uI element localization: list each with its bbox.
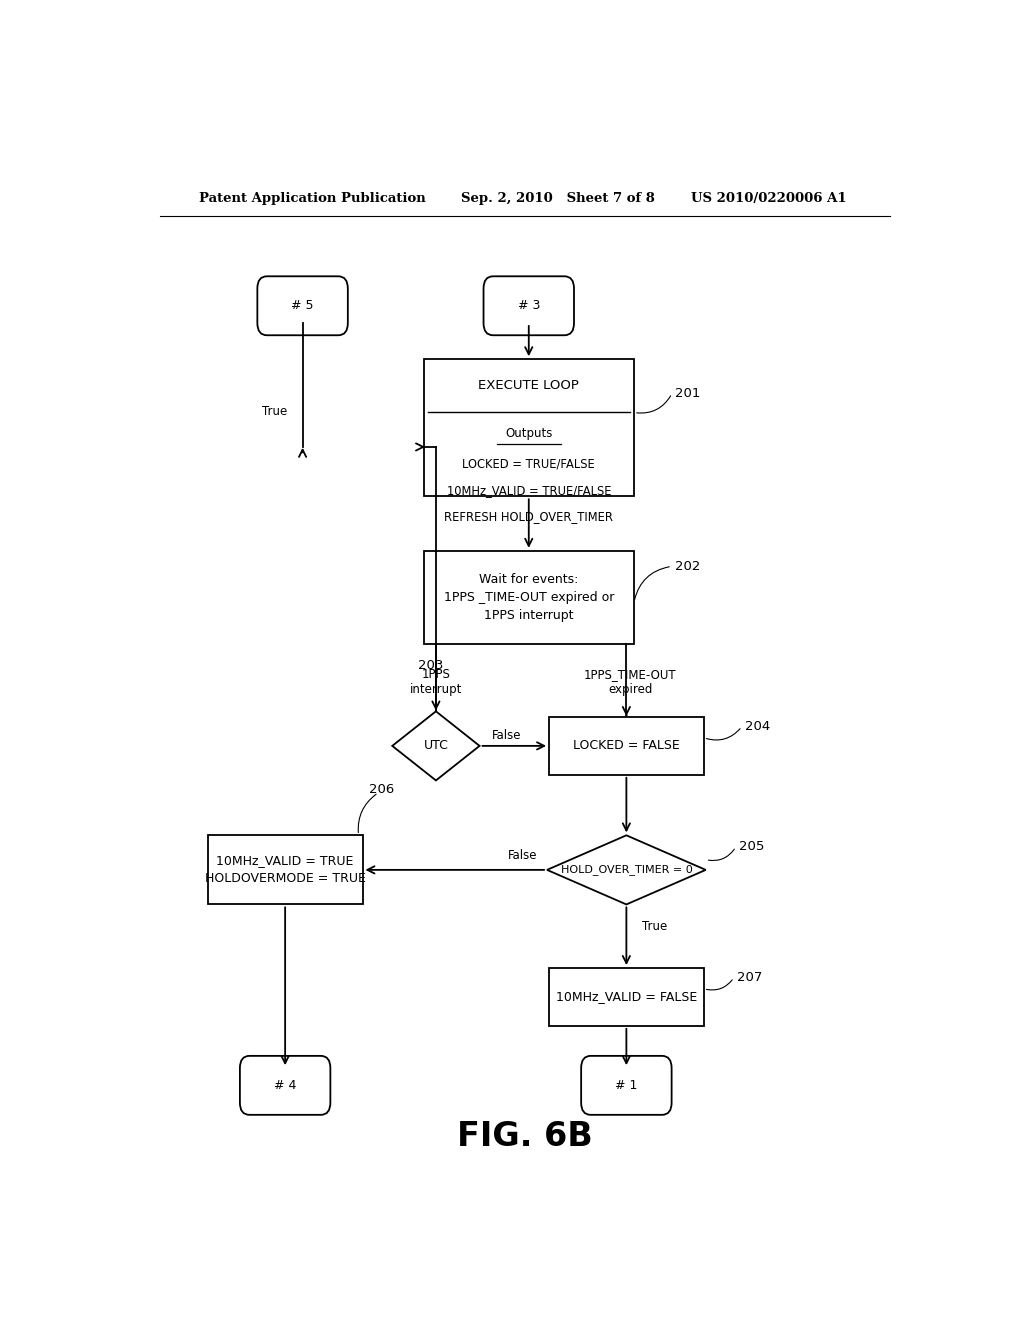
Text: False: False bbox=[508, 849, 538, 862]
Text: 1PPS_TIME-OUT
expired: 1PPS_TIME-OUT expired bbox=[584, 668, 677, 696]
Text: EXECUTE LOOP: EXECUTE LOOP bbox=[478, 379, 580, 392]
FancyBboxPatch shape bbox=[582, 1056, 672, 1115]
Bar bbox=[549, 968, 703, 1026]
Text: HOLD_OVER_TIMER = 0: HOLD_OVER_TIMER = 0 bbox=[560, 865, 692, 875]
Polygon shape bbox=[547, 836, 706, 904]
Text: Wait for events:
1PPS _TIME-OUT expired or
1PPS interrupt: Wait for events: 1PPS _TIME-OUT expired … bbox=[443, 573, 614, 622]
Bar bbox=[424, 550, 634, 644]
Text: 202: 202 bbox=[675, 560, 700, 573]
Text: Patent Application Publication: Patent Application Publication bbox=[200, 191, 426, 205]
Text: US 2010/0220006 A1: US 2010/0220006 A1 bbox=[691, 191, 847, 205]
Text: # 5: # 5 bbox=[292, 300, 313, 313]
Text: True: True bbox=[642, 920, 668, 933]
Text: False: False bbox=[493, 729, 522, 742]
Text: 203: 203 bbox=[419, 659, 443, 672]
Text: 206: 206 bbox=[369, 783, 394, 796]
Text: REFRESH HOLD_OVER_TIMER: REFRESH HOLD_OVER_TIMER bbox=[444, 510, 613, 523]
Text: LOCKED = TRUE/FALSE: LOCKED = TRUE/FALSE bbox=[463, 457, 595, 470]
Text: Sep. 2, 2010   Sheet 7 of 8: Sep. 2, 2010 Sheet 7 of 8 bbox=[461, 191, 655, 205]
FancyBboxPatch shape bbox=[240, 1056, 331, 1115]
Text: # 1: # 1 bbox=[615, 1078, 638, 1092]
Text: 204: 204 bbox=[745, 721, 770, 733]
Bar bbox=[549, 717, 703, 775]
FancyBboxPatch shape bbox=[257, 276, 348, 335]
Bar bbox=[208, 836, 362, 904]
Text: 10MHz_VALID = TRUE
HOLDOVERMODE = TRUE: 10MHz_VALID = TRUE HOLDOVERMODE = TRUE bbox=[205, 854, 366, 886]
Text: UTC: UTC bbox=[424, 739, 449, 752]
Text: 201: 201 bbox=[675, 387, 700, 400]
Text: 10MHz_VALID = FALSE: 10MHz_VALID = FALSE bbox=[556, 990, 697, 1003]
Text: 207: 207 bbox=[737, 972, 763, 985]
Text: Outputs: Outputs bbox=[505, 426, 553, 440]
FancyBboxPatch shape bbox=[483, 276, 574, 335]
Text: # 4: # 4 bbox=[274, 1078, 296, 1092]
Text: 1PPS
interrupt: 1PPS interrupt bbox=[410, 668, 462, 696]
Text: LOCKED = FALSE: LOCKED = FALSE bbox=[573, 739, 680, 752]
Text: 10MHz_VALID = TRUE/FALSE: 10MHz_VALID = TRUE/FALSE bbox=[446, 483, 611, 496]
Text: 205: 205 bbox=[739, 841, 765, 853]
Text: # 3: # 3 bbox=[517, 300, 540, 313]
Bar bbox=[424, 359, 634, 496]
Polygon shape bbox=[392, 711, 479, 780]
Text: True: True bbox=[262, 405, 288, 418]
Text: FIG. 6B: FIG. 6B bbox=[457, 1119, 593, 1152]
